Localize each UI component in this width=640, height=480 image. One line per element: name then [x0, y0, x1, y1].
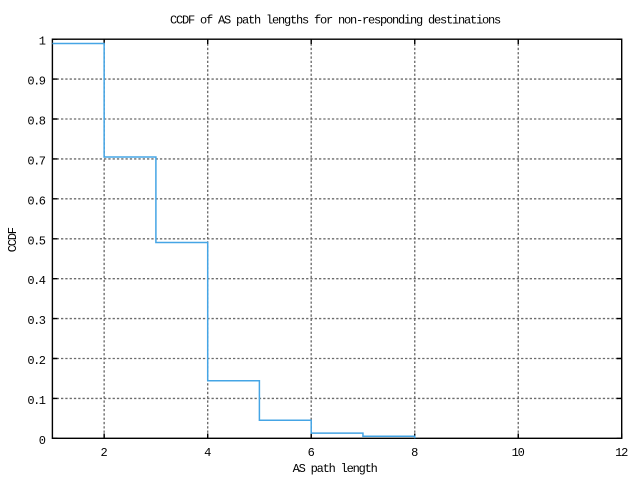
svg-text:6: 6 [308, 446, 315, 460]
svg-text:0.7: 0.7 [27, 154, 46, 168]
svg-text:2: 2 [101, 446, 108, 460]
svg-text:0.1: 0.1 [27, 394, 46, 408]
svg-text:4: 4 [204, 446, 211, 460]
svg-text:1: 1 [39, 35, 46, 49]
svg-text:0.6: 0.6 [27, 194, 46, 208]
svg-text:CCDF of AS path lengths for no: CCDF of AS path lengths for non-respondi… [170, 14, 501, 28]
svg-text:0.3: 0.3 [27, 314, 46, 328]
svg-text:0.5: 0.5 [27, 234, 46, 248]
svg-text:0: 0 [39, 434, 46, 448]
svg-text:10: 10 [512, 446, 525, 460]
svg-text:8: 8 [411, 446, 418, 460]
svg-text:0.2: 0.2 [27, 354, 46, 368]
svg-text:CCDF: CCDF [6, 227, 20, 252]
svg-text:0.9: 0.9 [27, 75, 46, 89]
svg-text:AS path length: AS path length [293, 462, 378, 476]
svg-text:0.8: 0.8 [27, 115, 46, 129]
svg-text:12: 12 [615, 446, 628, 460]
svg-text:0.4: 0.4 [27, 274, 46, 288]
